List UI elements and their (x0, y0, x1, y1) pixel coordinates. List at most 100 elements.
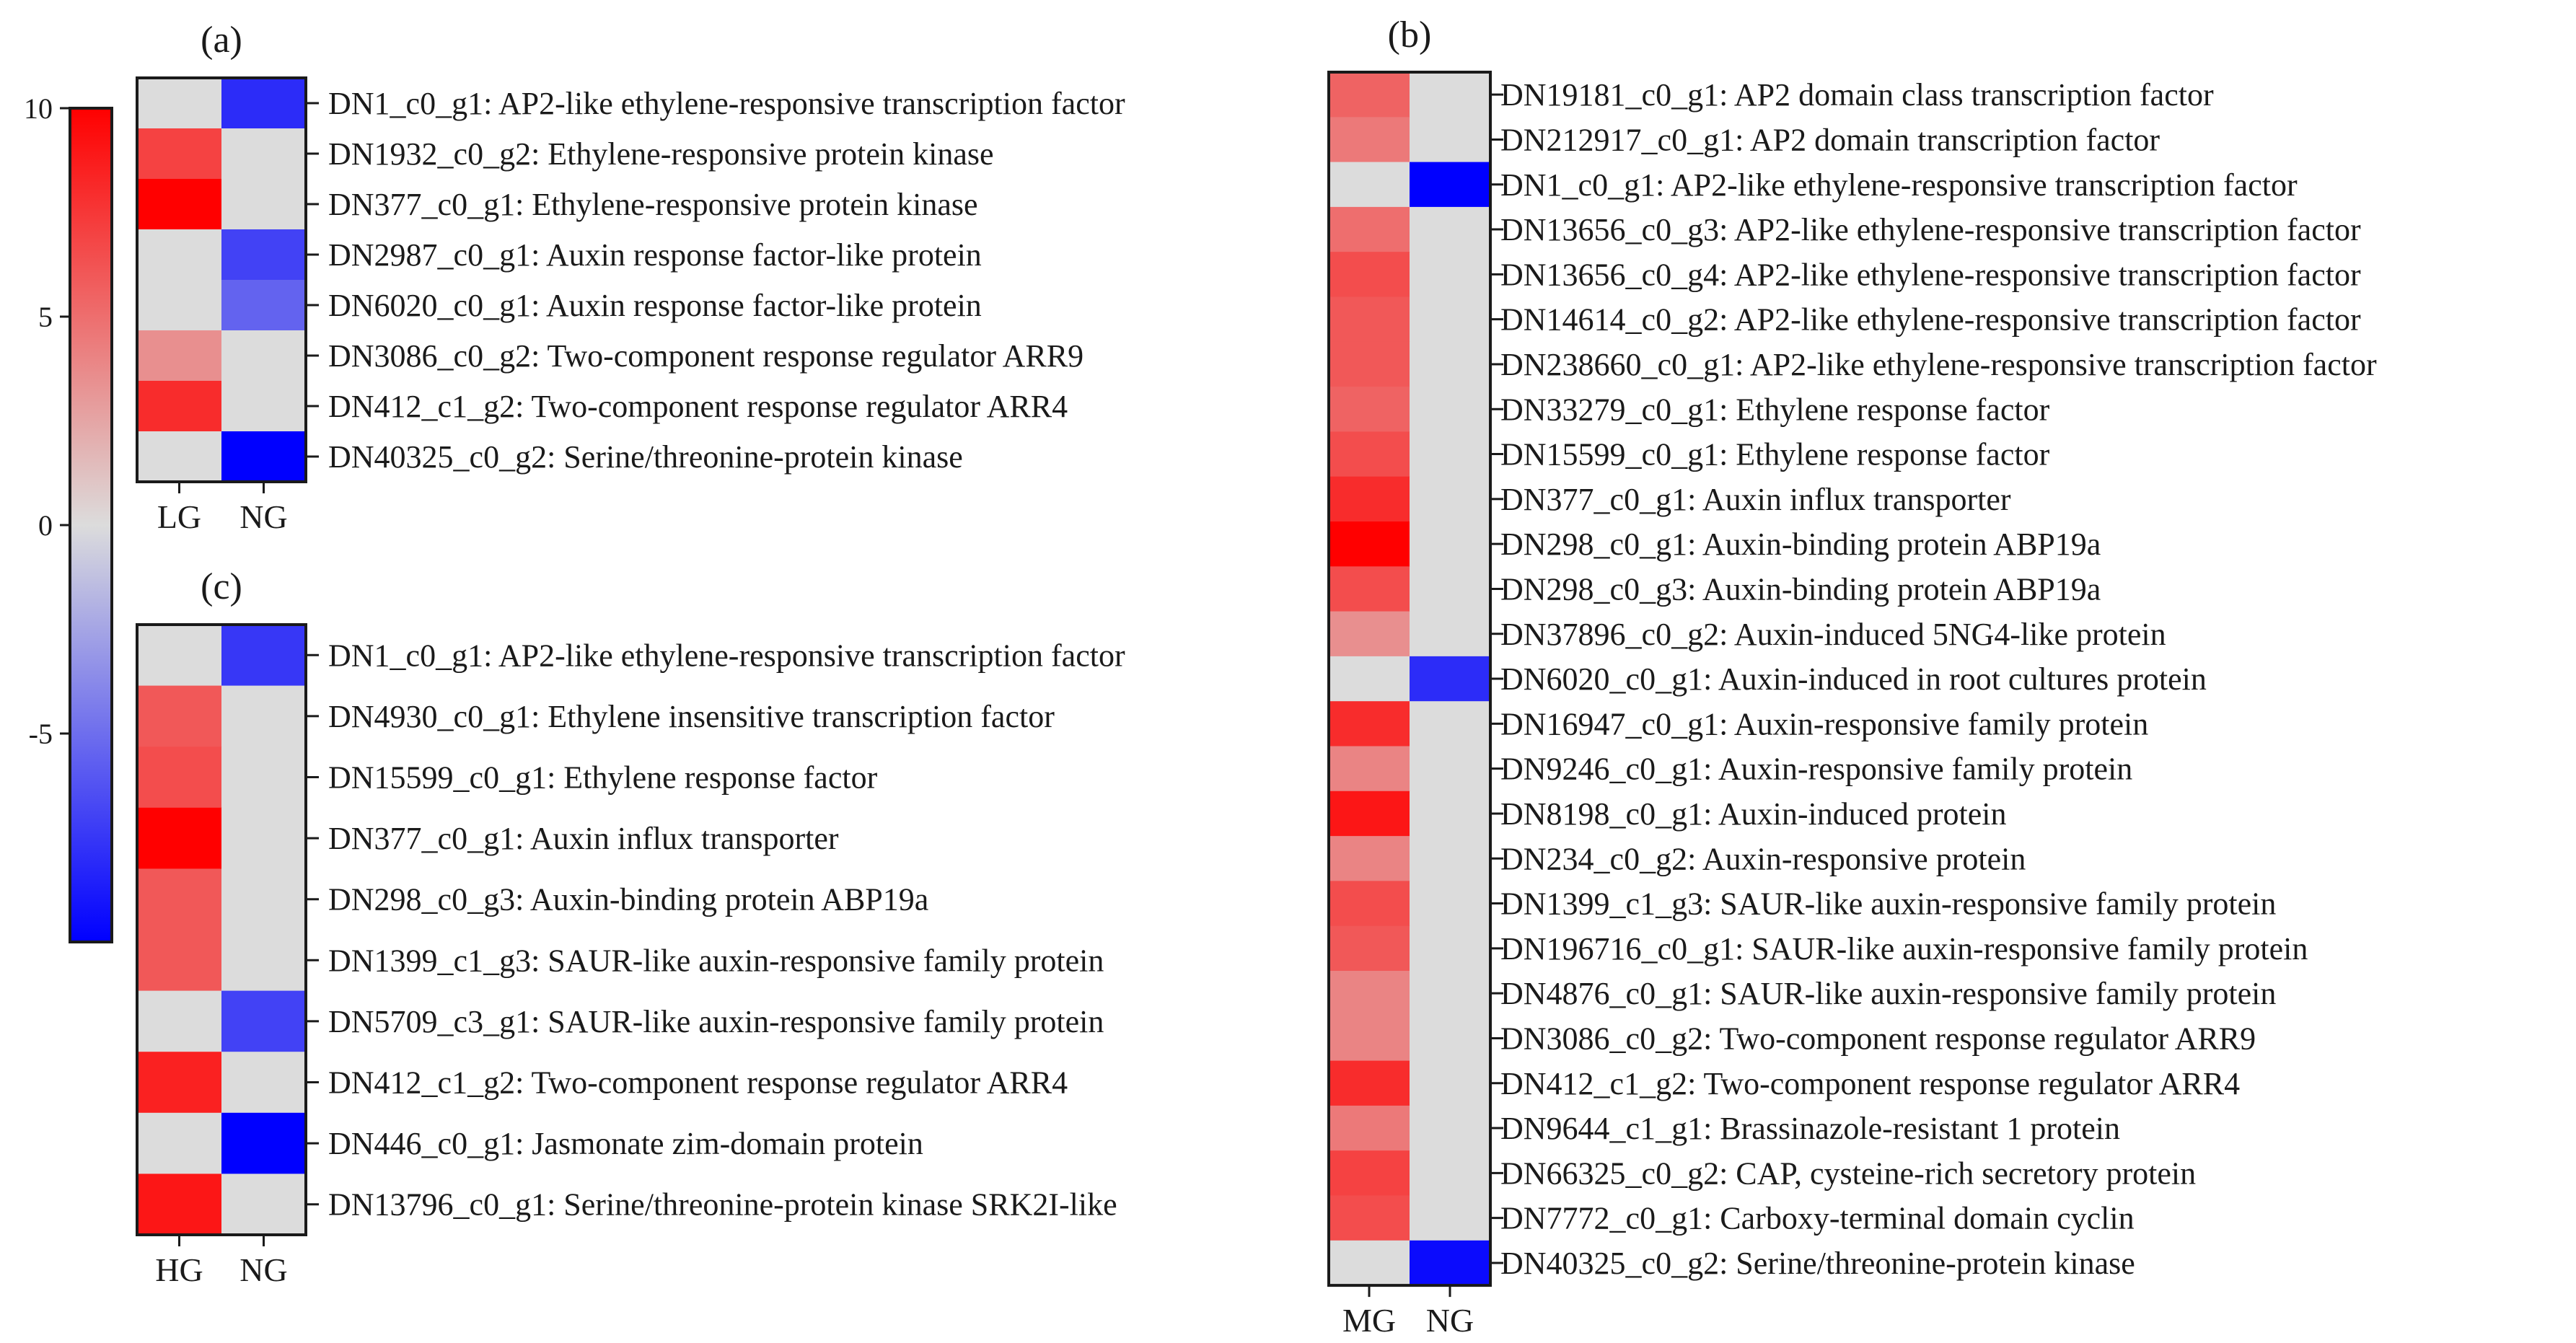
heatmap-cell (1410, 566, 1491, 612)
heatmap-cell (221, 128, 307, 180)
row-label: DN377_c0_g1: Auxin influx transporter (328, 821, 839, 856)
heatmap-cell (1329, 206, 1410, 252)
row-label: DN412_c1_g2: Two-component response regu… (328, 389, 1068, 424)
heatmap-cell (1410, 117, 1491, 163)
row-label: DN412_c1_g2: Two-component response regu… (328, 1065, 1068, 1101)
heatmap-cell (221, 807, 307, 869)
heatmap-cell (1329, 296, 1410, 343)
row-label: DN446_c0_g1: Jasmonate zim-domain protei… (328, 1126, 923, 1161)
heatmap-cell (1410, 476, 1491, 522)
row-label: DN1_c0_g1: AP2-like ethylene-responsive … (328, 86, 1125, 121)
heatmap-cell (1410, 521, 1491, 567)
heatmap-cell (1410, 611, 1491, 657)
row-label: DN16947_c0_g1: Auxin-responsive family p… (1500, 706, 2148, 741)
heatmap-cell (1329, 521, 1410, 567)
heatmap-cell (221, 990, 307, 1052)
panel-title: (a) (201, 19, 242, 61)
heatmap-cell (1329, 566, 1410, 612)
heatmap-cell (1329, 1195, 1410, 1241)
row-label: DN2987_c0_g1: Auxin response factor-like… (328, 237, 982, 273)
heatmap-border (136, 76, 307, 483)
heatmap-cell (137, 381, 222, 432)
heatmap-cell (1329, 746, 1410, 792)
row-label: DN9246_c0_g1: Auxin-responsive family pr… (1500, 752, 2132, 787)
row-label: DN3086_c0_g2: Two-component response reg… (328, 338, 1083, 374)
heatmap-cell (1329, 431, 1410, 477)
row-label: DN1399_c1_g3: SAUR-like auxin-responsive… (328, 943, 1104, 978)
heatmap-cell (137, 330, 222, 382)
heatmap-cell (137, 685, 222, 747)
heatmap-cell (1410, 206, 1491, 252)
row-label: DN13796_c0_g1: Serine/threonine-protein … (328, 1187, 1117, 1223)
heatmap-cell (1329, 1105, 1410, 1151)
row-label: DN4876_c0_g1: SAUR-like auxin-responsive… (1500, 976, 2276, 1011)
row-label: DN1932_c0_g2: Ethylene-responsive protei… (328, 136, 994, 172)
row-label: DN14614_c0_g2: AP2-like ethylene-respons… (1500, 302, 2361, 338)
heatmap-cell (137, 1112, 222, 1174)
heatmap-cell (1410, 1105, 1491, 1151)
heatmap-cell (137, 990, 222, 1052)
heatmap-cell (1410, 836, 1491, 881)
row-label: DN66325_c0_g2: CAP, cysteine-rich secret… (1500, 1155, 2196, 1191)
row-label: DN412_c1_g2: Two-component response regu… (1500, 1066, 2240, 1101)
heatmap-cell (137, 625, 222, 687)
heatmap-cell (1329, 162, 1410, 208)
row-label: DN377_c0_g1: Auxin influx transporter (1500, 482, 2011, 517)
row-label: DN298_c0_g1: Auxin-binding protein ABP19… (1500, 527, 2101, 562)
heatmap-cell (1329, 72, 1410, 118)
heatmap-cell (1410, 341, 1491, 387)
heatmap-cell (1410, 701, 1491, 747)
row-label: DN9644_c1_g1: Brassinazole-resistant 1 p… (1500, 1111, 2120, 1146)
row-label: DN40325_c0_g2: Serine/threonine-protein … (1500, 1246, 2135, 1281)
column-label: HG (155, 1251, 203, 1288)
heatmap-cell (1329, 925, 1410, 972)
heatmap-cell (137, 280, 222, 331)
panel-title: (b) (1388, 14, 1432, 56)
heatmap-cell (1329, 701, 1410, 747)
heatmap-cell (1329, 1150, 1410, 1197)
row-label: DN238660_c0_g1: AP2-like ethylene-respon… (1500, 347, 2377, 382)
heatmap-cell (1410, 296, 1491, 343)
heatmap-cell (1410, 72, 1491, 118)
heatmap-cell (1410, 1240, 1491, 1286)
heatmap-cell (221, 625, 307, 687)
row-label: DN298_c0_g3: Auxin-binding protein ABP19… (328, 882, 928, 917)
row-label: DN1_c0_g1: AP2-like ethylene-responsive … (328, 638, 1125, 673)
heatmap-cell (1410, 431, 1491, 477)
heatmap-cell (1329, 117, 1410, 163)
heatmap-cell (1329, 1240, 1410, 1286)
row-label: DN377_c0_g1: Ethylene-responsive protein… (328, 187, 978, 222)
heatmap-cell (221, 330, 307, 382)
heatmap-cell (221, 381, 307, 432)
heatmap-cell (1329, 341, 1410, 387)
row-label: DN6020_c0_g1: Auxin-induced in root cult… (1500, 661, 2207, 697)
row-label: DN15599_c0_g1: Ethylene response factor (1500, 437, 2050, 472)
heatmap-cell (1329, 971, 1410, 1016)
heatmap-cell (1410, 1060, 1491, 1106)
heatmap-cell (1329, 387, 1410, 432)
heatmap-cell (137, 930, 222, 992)
row-label: DN37896_c0_g2: Auxin-induced 5NG4-like p… (1500, 617, 2166, 652)
heatmap-cell (1329, 1016, 1410, 1062)
heatmap-cell (221, 747, 307, 809)
heatmap-cell (137, 1174, 222, 1236)
heatmap-cell (1410, 746, 1491, 792)
row-label: DN13656_c0_g4: AP2-like ethylene-respons… (1500, 257, 2361, 292)
row-label: DN8198_c0_g1: Auxin-induced protein (1500, 796, 2006, 832)
row-label: DN7772_c0_g1: Carboxy-terminal domain cy… (1500, 1201, 2135, 1236)
heatmap-cell (1329, 836, 1410, 881)
heatmap-cell (137, 807, 222, 869)
heatmap-cell (1410, 791, 1491, 837)
heatmap-cell (221, 280, 307, 331)
heatmap-cell (1410, 162, 1491, 208)
row-label: DN6020_c0_g1: Auxin response factor-like… (328, 288, 982, 323)
heatmap-cell (221, 1052, 307, 1114)
heatmap-cell (1410, 387, 1491, 432)
row-label: DN1399_c1_g3: SAUR-like auxin-responsive… (1500, 886, 2276, 922)
heatmap-cell (137, 1052, 222, 1114)
heatmap-cell (1329, 656, 1410, 702)
heatmap-cell (1410, 881, 1491, 927)
heatmap-cell (1329, 881, 1410, 927)
heatmap-cell (137, 78, 222, 129)
